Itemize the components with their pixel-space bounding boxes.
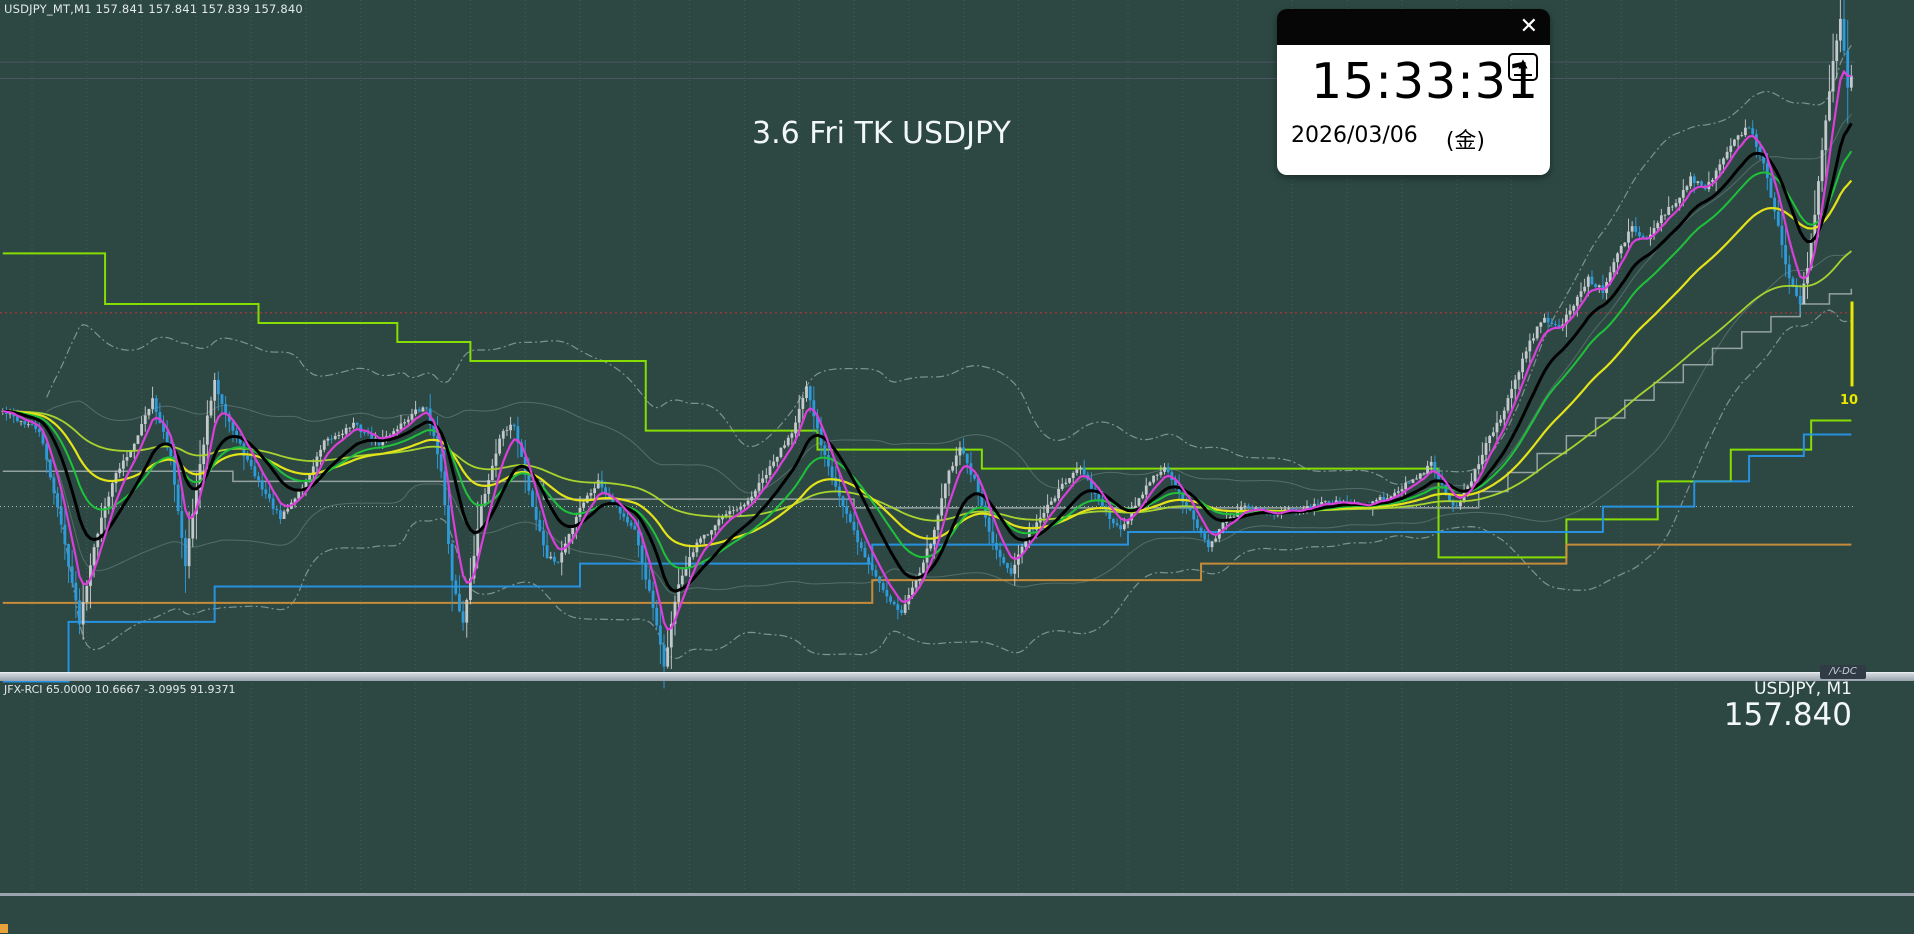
ma-yellow-slow	[2, 179, 1853, 548]
clock-titlebar[interactable]: ✕	[1277, 9, 1550, 45]
subwindow-vdc-badge[interactable]: /V-DC	[1820, 665, 1866, 679]
candles	[1, 0, 1853, 689]
axis-separator	[0, 893, 1914, 896]
bollinger-outer-band	[46, 44, 1852, 485]
scroll-position-marker[interactable]	[0, 924, 8, 933]
ma-green-mid	[2, 150, 1853, 570]
pin-on-top-icon[interactable]: ▲	[1508, 53, 1538, 81]
clock-date: 2026/03/06 (金)	[1291, 123, 1485, 155]
bollinger-outer-band	[46, 309, 1852, 660]
chart-title: 3.6 Fri TK USDJPY	[752, 116, 1011, 151]
rci-indicator-panel	[31, 684, 1677, 892]
close-icon[interactable]: ✕	[1519, 14, 1538, 39]
panel-separator[interactable]	[0, 672, 1914, 681]
clock-weekday: (金)	[1445, 129, 1485, 154]
yellow-marker-label: 10	[1840, 393, 1859, 408]
clock-body: 15:33:31 ▲ 2026/03/06 (金)	[1277, 45, 1550, 175]
main-chart-panel	[0, 0, 1855, 689]
indicator-symbol: USDJPY, M1	[1754, 679, 1852, 699]
indicator-values-label: JFX-RCI 65.0000 10.6667 -3.0995 91.9371	[4, 683, 236, 696]
support-step-blue	[2, 433, 1852, 683]
ma-yellowgreen-slowest	[2, 250, 1852, 522]
ma-magenta-fastest	[2, 70, 1852, 631]
arrow-up-icon: ▲	[1518, 56, 1528, 70]
gray-stairs-line	[2, 288, 1853, 509]
orange-level-line	[2, 543, 1852, 604]
clock-widget[interactable]: ✕ 15:33:31 ▲ 2026/03/06 (金)	[1277, 9, 1550, 175]
indicator-last-price: 157.840	[1723, 696, 1852, 733]
bollinger-inner-band	[46, 251, 1852, 595]
clock-time: 15:33:31	[1311, 53, 1540, 110]
ohlc-quote-line: USDJPY_MT,M1 157.841 157.841 157.839 157…	[4, 2, 303, 16]
bollinger-inner-band	[46, 113, 1852, 498]
indicator-corner-quote: USDJPY, M1 157.840	[1723, 679, 1852, 733]
clock-date-value: 2026/03/06	[1291, 123, 1418, 148]
